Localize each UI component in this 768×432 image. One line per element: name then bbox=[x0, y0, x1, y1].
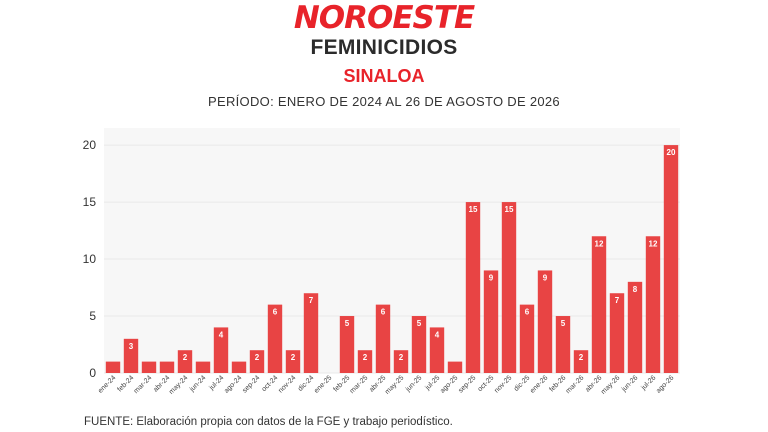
chart-subtitle: SINALOA bbox=[343, 66, 425, 86]
x-tick-label: mar-24 bbox=[133, 374, 154, 395]
x-tick-label: oct-25 bbox=[477, 374, 496, 393]
bar bbox=[141, 361, 157, 373]
data-label: 20 bbox=[667, 148, 676, 157]
source-note: FUENTE: Elaboración propia con datos de … bbox=[84, 416, 453, 428]
y-tick-label: 20 bbox=[83, 138, 97, 152]
brand-logo: NOROESTE bbox=[293, 0, 475, 36]
data-label: 4 bbox=[435, 330, 440, 339]
data-label: 5 bbox=[345, 319, 350, 328]
data-label: 12 bbox=[595, 239, 604, 248]
bar bbox=[375, 304, 391, 373]
data-label: 15 bbox=[505, 205, 514, 214]
chart-title: FEMINICIDIOS bbox=[310, 36, 458, 59]
bar bbox=[519, 304, 535, 373]
x-tick-label: mar-26 bbox=[565, 374, 586, 395]
x-tick-label: nov-24 bbox=[277, 374, 297, 394]
bar bbox=[159, 361, 175, 373]
bar bbox=[483, 270, 499, 373]
bar bbox=[501, 202, 517, 373]
bars: 3 2 4 2 6 2 7 5 2 6 2 5 4 15 9 15 6 9 5 2 12 7 8 12 20 bbox=[105, 145, 679, 373]
data-label: 7 bbox=[615, 296, 620, 305]
bar bbox=[105, 361, 121, 373]
x-tick-label: jun-26 bbox=[620, 374, 639, 393]
plot-background bbox=[104, 128, 680, 373]
data-label: 2 bbox=[363, 353, 368, 362]
bar bbox=[303, 293, 319, 373]
bar bbox=[249, 350, 265, 373]
y-tick-label: 10 bbox=[83, 252, 97, 266]
x-tick-label: nov-25 bbox=[493, 374, 513, 394]
bar bbox=[393, 350, 409, 373]
data-label: 7 bbox=[309, 296, 314, 305]
x-tick-label: oct-24 bbox=[261, 374, 280, 393]
x-tick-label: ago-25 bbox=[439, 374, 459, 394]
bar bbox=[231, 361, 247, 373]
data-label: 3 bbox=[129, 342, 134, 351]
bar bbox=[285, 350, 301, 373]
data-label: 2 bbox=[183, 353, 188, 362]
x-tick-label: mar-25 bbox=[349, 374, 370, 395]
bar bbox=[537, 270, 553, 373]
bar bbox=[465, 202, 481, 373]
x-tick-label: jun-24 bbox=[188, 374, 207, 393]
data-label: 6 bbox=[381, 308, 386, 317]
data-label: 6 bbox=[525, 308, 530, 317]
data-label: 2 bbox=[291, 353, 296, 362]
x-tick-label: jun-25 bbox=[404, 374, 423, 393]
bar bbox=[339, 316, 355, 373]
data-label: 2 bbox=[579, 353, 584, 362]
x-tick-label: ene-26 bbox=[529, 374, 549, 394]
x-tick-label: may-25 bbox=[384, 374, 406, 396]
bar bbox=[267, 304, 283, 373]
data-label: 8 bbox=[633, 285, 638, 294]
bar bbox=[123, 338, 139, 373]
bar bbox=[627, 281, 643, 373]
bar bbox=[609, 293, 625, 373]
period-label: PERÍODO: ENERO DE 2024 AL 26 DE AGOSTO D… bbox=[208, 94, 560, 109]
x-tick-label: ago-26 bbox=[655, 374, 675, 394]
data-label: 5 bbox=[561, 319, 566, 328]
data-label: 9 bbox=[489, 273, 494, 282]
data-label: 2 bbox=[255, 353, 260, 362]
data-label: 9 bbox=[543, 273, 548, 282]
bar bbox=[357, 350, 373, 373]
x-tick-label: ene-24 bbox=[97, 374, 117, 394]
y-axis: 0 5 10 15 20 bbox=[83, 138, 97, 380]
bar bbox=[429, 327, 445, 373]
bar bbox=[195, 361, 211, 373]
bar bbox=[645, 236, 661, 373]
data-label: 5 bbox=[417, 319, 422, 328]
x-tick-label: ene-25 bbox=[313, 374, 333, 394]
y-tick-label: 15 bbox=[83, 195, 97, 209]
bar bbox=[411, 316, 427, 373]
x-tick-label: may-24 bbox=[168, 374, 190, 396]
bar bbox=[177, 350, 193, 373]
data-label: 6 bbox=[273, 308, 278, 317]
bar bbox=[555, 316, 571, 373]
bar bbox=[213, 327, 229, 373]
y-tick-label: 0 bbox=[89, 366, 96, 380]
data-label: 12 bbox=[649, 239, 658, 248]
x-tick-label: ago-24 bbox=[223, 374, 243, 394]
x-tick-label: may-26 bbox=[600, 374, 622, 396]
data-label: 15 bbox=[469, 205, 478, 214]
bar bbox=[573, 350, 589, 373]
y-tick-label: 5 bbox=[89, 309, 96, 323]
x-tick-label: sep-24 bbox=[241, 374, 261, 394]
data-label: 2 bbox=[399, 353, 404, 362]
bar bbox=[663, 145, 679, 373]
bar bbox=[447, 361, 463, 373]
data-label: 4 bbox=[219, 330, 224, 339]
bar bbox=[591, 236, 607, 373]
x-tick-label: sep-25 bbox=[457, 374, 477, 394]
